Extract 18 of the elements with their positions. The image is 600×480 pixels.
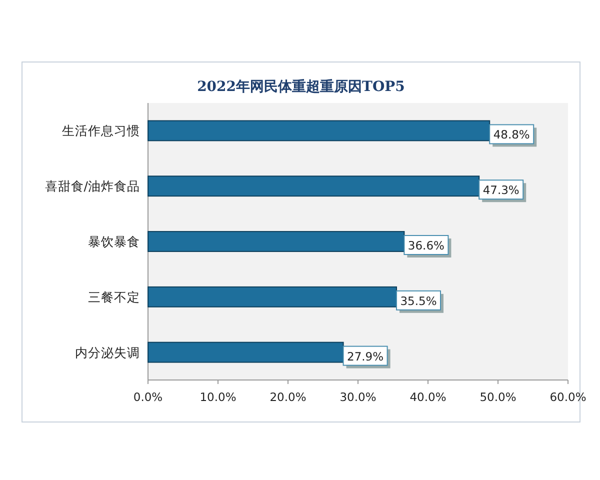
data-label: 35.5% — [400, 294, 437, 308]
y-tick-label: 暴饮暴食 — [88, 234, 140, 249]
data-label: 47.3% — [482, 183, 520, 198]
y-tick-label: 内分泌失调 — [75, 344, 140, 360]
x-tick-label: 50.0% — [480, 390, 516, 404]
data-label: 48.8% — [493, 128, 530, 142]
x-tick-label: 30.0% — [340, 390, 376, 404]
x-tick-label: 40.0% — [410, 390, 446, 404]
data-label: 27.9% — [347, 349, 384, 364]
x-tick-label: 60.0% — [550, 390, 586, 404]
x-tick-label: 20.0% — [270, 390, 306, 404]
chart-title: 2022年网民体重超重原因TOP5 — [197, 79, 405, 95]
x-tick-label: 0.0% — [133, 390, 163, 404]
data-label: 36.6% — [408, 238, 445, 252]
y-tick-label: 喜甜食/油炸食品 — [44, 178, 140, 194]
x-tick-label: 10.0% — [200, 390, 236, 404]
y-tick-label: 三餐不定 — [88, 289, 140, 304]
y-tick-label: 生活作息习惯 — [62, 123, 140, 138]
